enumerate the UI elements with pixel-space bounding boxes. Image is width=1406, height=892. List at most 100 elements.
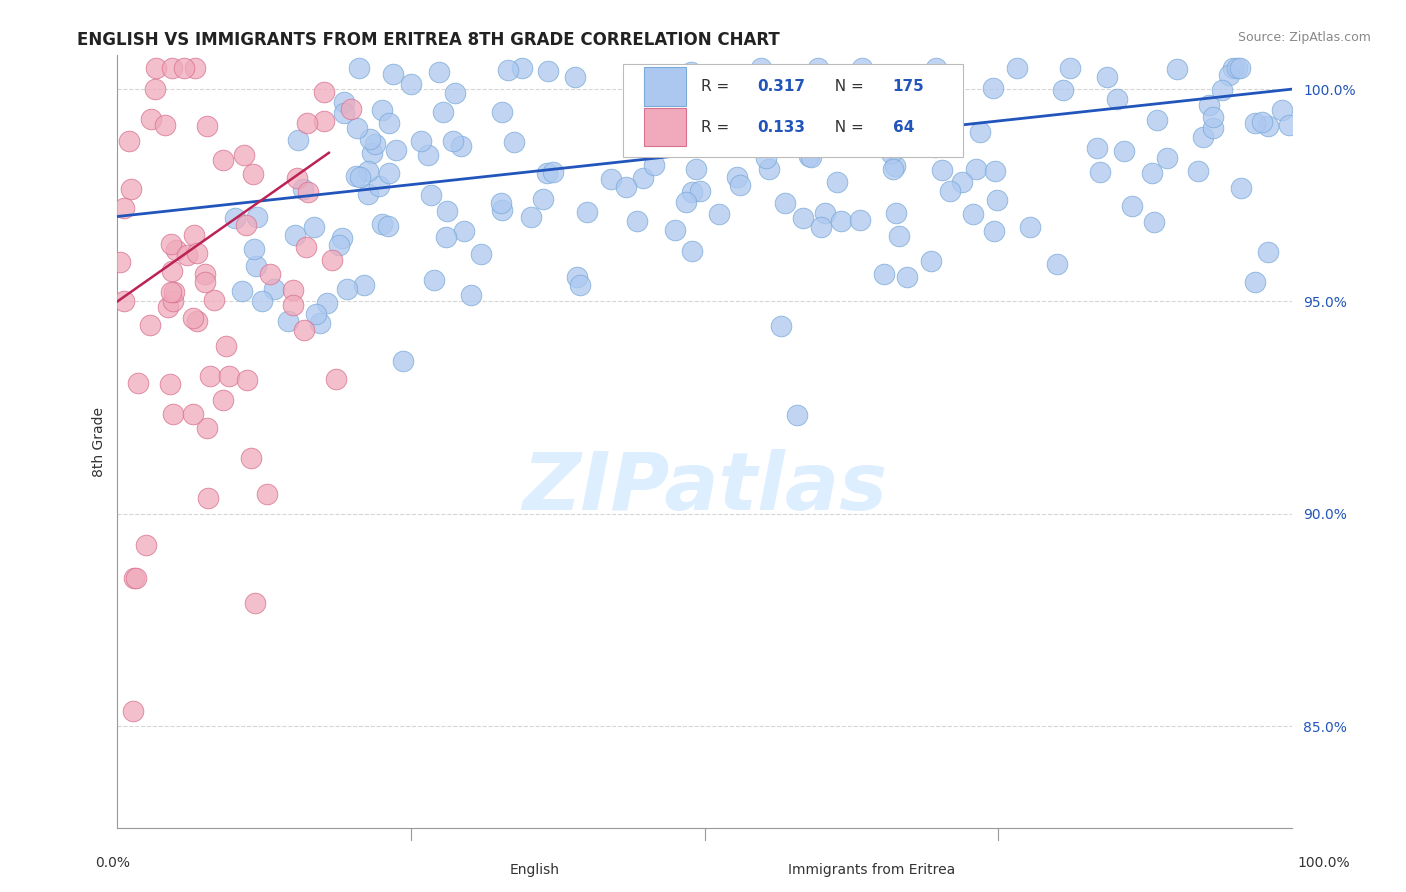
Point <box>537 64 560 78</box>
Text: ENGLISH VS IMMIGRANTS FROM ERITREA 8TH GRADE CORRELATION CHART: ENGLISH VS IMMIGRANTS FROM ERITREA 8TH G… <box>77 31 780 49</box>
Point <box>357 164 380 178</box>
FancyBboxPatch shape <box>644 67 686 106</box>
Point <box>215 339 238 353</box>
Point <box>441 134 464 148</box>
Y-axis label: 8th Grade: 8th Grade <box>93 407 107 476</box>
Text: 100.0%: 100.0% <box>1298 856 1350 871</box>
Point <box>202 293 225 307</box>
Point <box>638 80 661 95</box>
Point <box>564 70 586 84</box>
Point <box>321 252 343 267</box>
Point <box>160 285 183 300</box>
Point <box>984 164 1007 178</box>
Point <box>1052 83 1074 97</box>
Point <box>981 81 1004 95</box>
Point <box>962 207 984 221</box>
Point <box>1156 152 1178 166</box>
Point <box>983 224 1005 238</box>
Point <box>668 113 690 128</box>
Point <box>1198 97 1220 112</box>
Point <box>986 194 1008 208</box>
Point <box>193 275 215 289</box>
Point <box>675 195 697 210</box>
Point <box>416 148 439 162</box>
Point <box>1244 275 1267 289</box>
Point <box>489 196 512 211</box>
Point <box>1112 144 1135 158</box>
Point <box>125 571 148 585</box>
Point <box>614 180 637 194</box>
Point <box>110 254 132 268</box>
Point <box>291 182 314 196</box>
Point <box>1018 219 1040 234</box>
Text: 175: 175 <box>893 79 925 95</box>
Point <box>194 267 217 281</box>
Point <box>183 227 205 242</box>
Point <box>755 152 778 166</box>
Point <box>1211 83 1233 97</box>
Point <box>120 182 142 196</box>
Point <box>817 134 839 148</box>
Point <box>156 300 179 314</box>
Point <box>938 96 960 111</box>
Point <box>1229 61 1251 75</box>
Point <box>160 237 183 252</box>
Point <box>232 148 254 162</box>
Point <box>127 376 149 391</box>
Point <box>807 61 830 75</box>
Text: 64: 64 <box>893 120 914 135</box>
Point <box>503 135 526 149</box>
Point <box>294 239 316 253</box>
Point <box>626 214 648 228</box>
Point <box>186 314 208 328</box>
Text: ZIPatlas: ZIPatlas <box>522 449 887 527</box>
Point <box>159 377 181 392</box>
Text: 0.317: 0.317 <box>758 79 806 95</box>
Point <box>884 206 907 220</box>
Point <box>922 93 945 107</box>
Point <box>281 283 304 297</box>
Point <box>939 70 962 84</box>
Point <box>211 392 233 407</box>
Point <box>423 273 446 287</box>
Point <box>799 149 821 163</box>
Point <box>357 186 380 201</box>
Point <box>882 161 904 176</box>
Point <box>931 163 953 178</box>
Point <box>256 487 278 501</box>
Point <box>1222 61 1244 75</box>
Point <box>575 205 598 219</box>
Point <box>420 188 443 202</box>
Point <box>879 146 901 161</box>
Point <box>160 61 183 75</box>
Point <box>623 136 645 150</box>
Point <box>1085 141 1108 155</box>
Point <box>368 178 391 193</box>
Point <box>709 207 731 221</box>
Point <box>681 244 703 258</box>
Point <box>725 170 748 185</box>
Point <box>814 206 837 220</box>
Point <box>799 94 821 108</box>
Point <box>246 210 269 224</box>
Point <box>689 184 711 198</box>
Point <box>569 278 592 293</box>
Point <box>1059 61 1081 75</box>
Point <box>920 254 942 268</box>
Point <box>1191 130 1213 145</box>
Point <box>728 178 751 193</box>
Point <box>162 407 184 421</box>
Point <box>336 282 359 296</box>
Point <box>685 161 707 176</box>
Point <box>792 211 814 226</box>
Point <box>875 87 897 102</box>
Point <box>181 310 204 325</box>
Point <box>825 175 848 189</box>
Point <box>1243 115 1265 129</box>
Point <box>883 159 905 173</box>
Point <box>325 372 347 386</box>
Text: R =: R = <box>702 120 734 135</box>
Point <box>243 242 266 256</box>
Point <box>173 61 195 75</box>
Point <box>344 169 367 183</box>
